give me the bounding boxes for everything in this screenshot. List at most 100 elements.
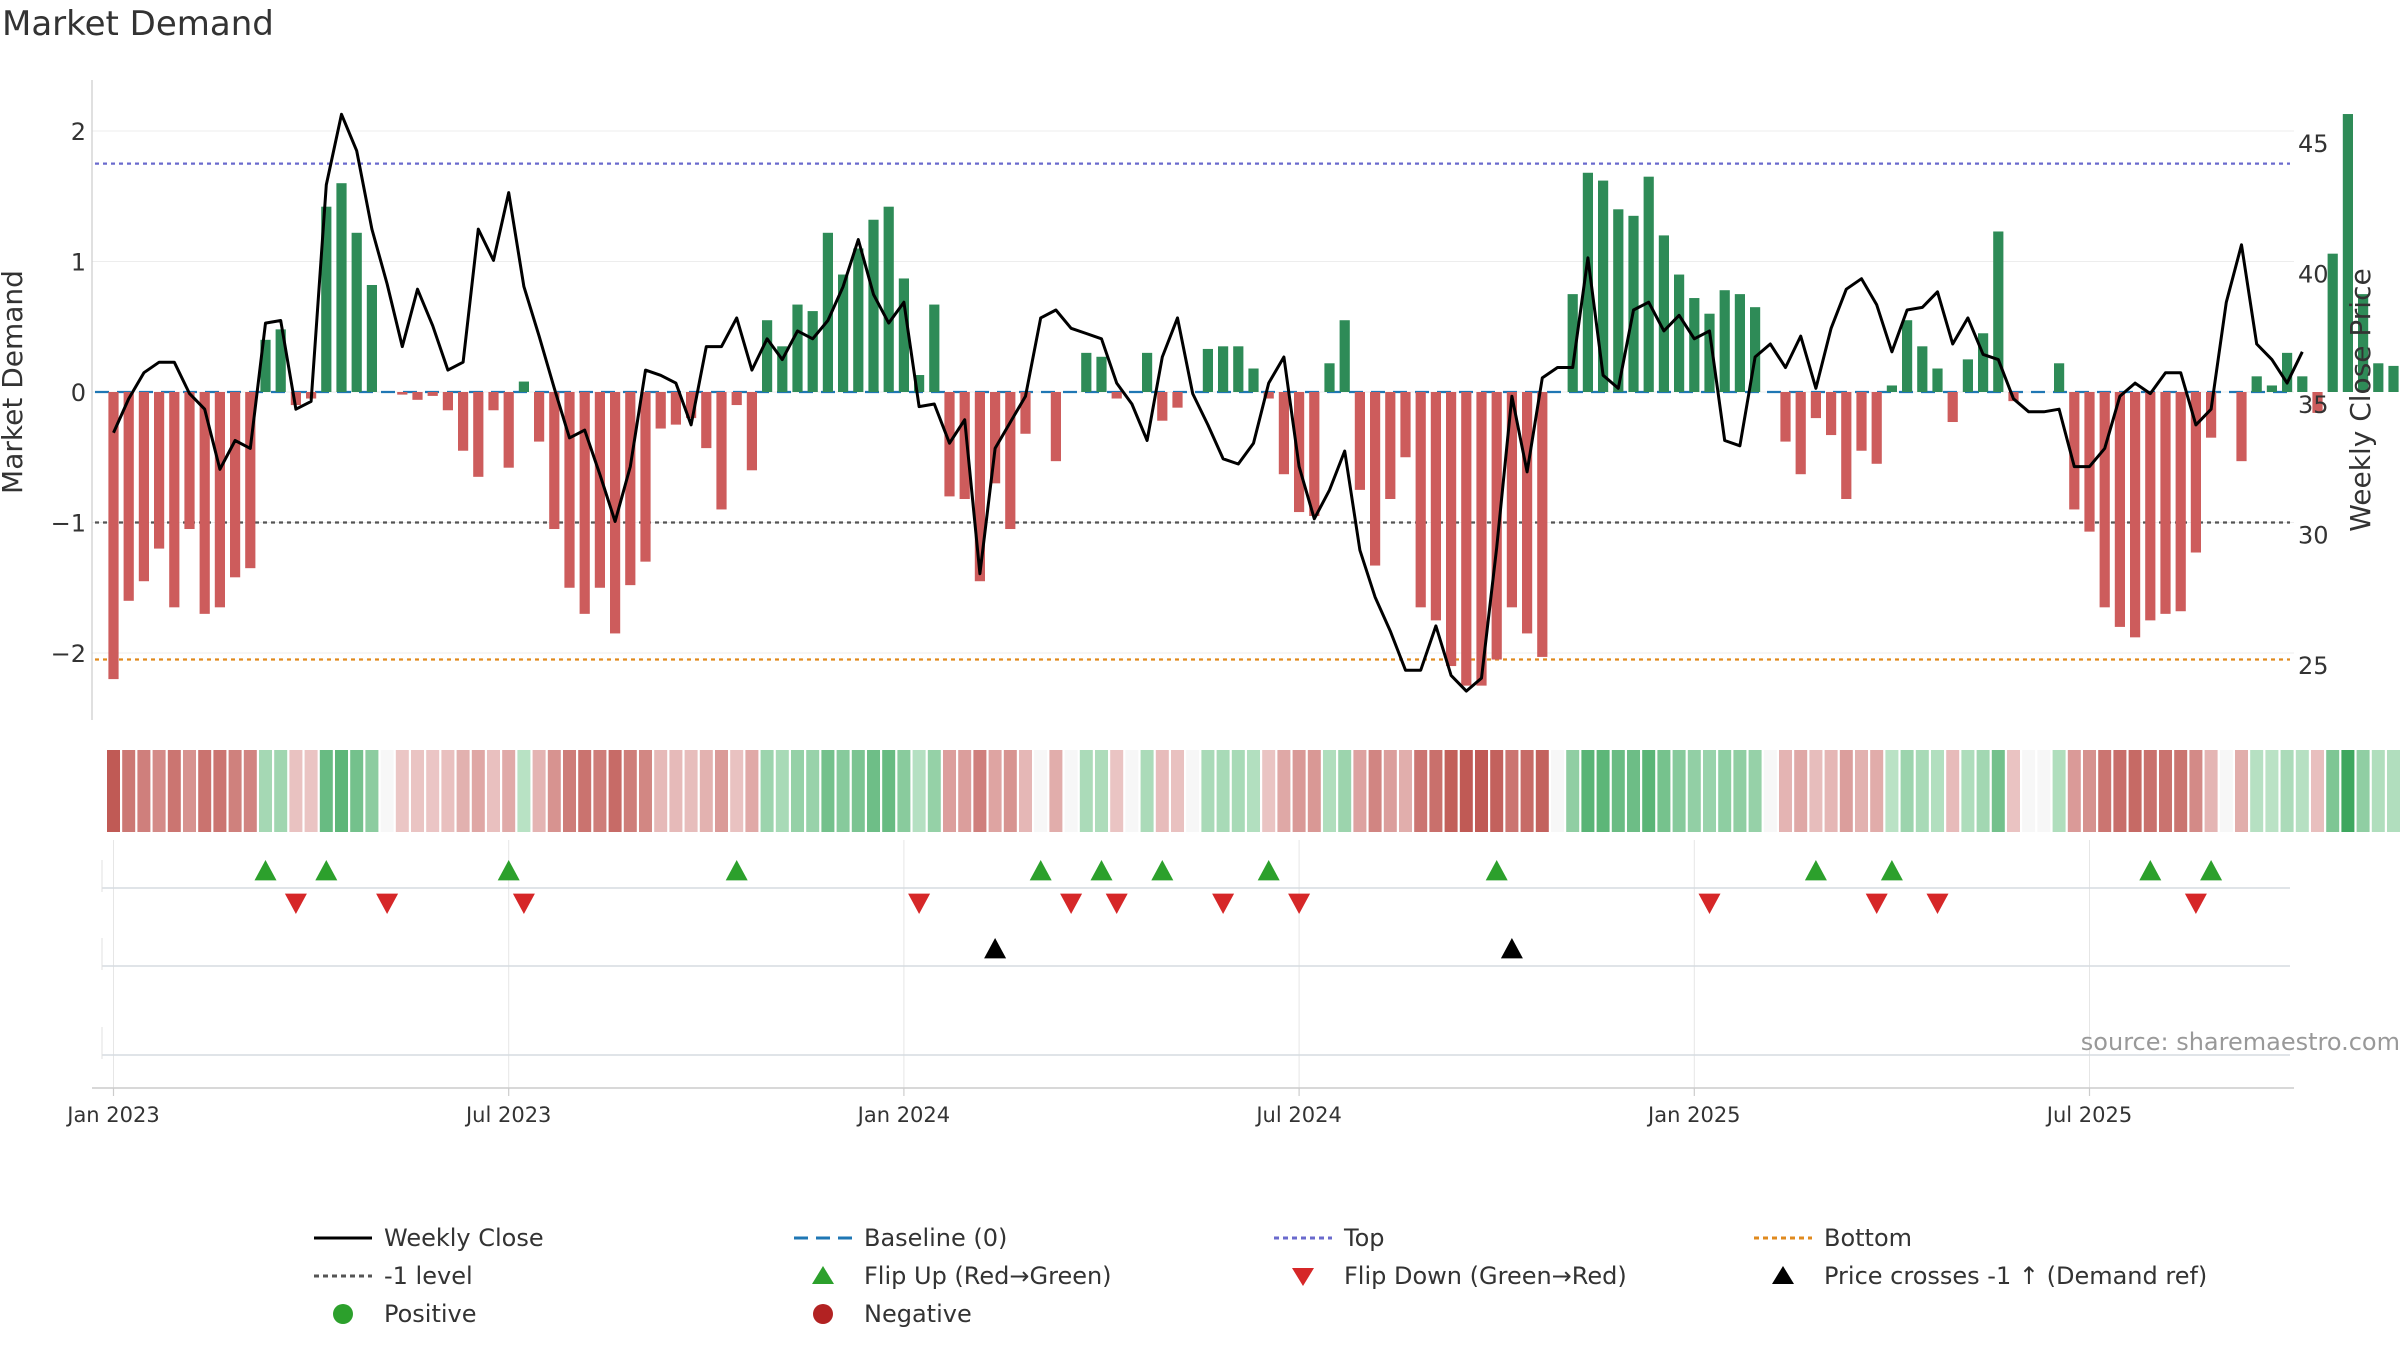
legend-item-price-cross: Price crosses -1 ↑ (Demand ref) xyxy=(1752,1258,2207,1294)
chart-title: Market Demand xyxy=(2,4,274,44)
heat-cell xyxy=(2128,750,2142,832)
heat-cell xyxy=(1794,750,1808,832)
demand-bar xyxy=(2358,294,2369,392)
heat-cell xyxy=(1748,750,1762,832)
legend-item-negative: Negative xyxy=(792,1296,972,1332)
heat-cell xyxy=(2265,750,2279,832)
heat-cell xyxy=(988,750,1002,832)
heat-cell xyxy=(152,750,166,832)
demand-bar xyxy=(990,392,1001,484)
heat-cell xyxy=(1307,750,1321,832)
demand-bar xyxy=(1932,368,1943,392)
demand-bar xyxy=(1856,392,1867,451)
heat-cell xyxy=(395,750,409,832)
demand-bar xyxy=(1415,392,1426,608)
heat-cell xyxy=(1186,750,1200,832)
demand-bar xyxy=(1567,294,1578,392)
heat-cell xyxy=(867,750,880,832)
heat-cell xyxy=(1505,750,1519,832)
heat-cell xyxy=(2022,750,2036,832)
heat-cell xyxy=(2250,750,2264,832)
heat-cell xyxy=(1885,750,1899,832)
heat-cell xyxy=(1976,750,1990,832)
demand-bar xyxy=(2130,392,2141,638)
demand-bar xyxy=(2251,376,2262,392)
demand-bar xyxy=(336,183,347,392)
heat-cell xyxy=(1368,750,1382,832)
heat-cell xyxy=(639,750,652,832)
demand-bar xyxy=(2175,392,2186,612)
y-tick-label: −2 xyxy=(51,640,86,668)
demand-bar xyxy=(1658,235,1669,392)
demand-bar xyxy=(1886,385,1897,392)
heat-cell xyxy=(1019,750,1032,832)
demand-bar xyxy=(1582,172,1593,392)
heat-cell xyxy=(1444,750,1458,832)
heat-cell xyxy=(1414,750,1428,832)
demand-bar xyxy=(138,392,149,582)
flip-down-marker xyxy=(1288,893,1311,914)
demand-bar xyxy=(2054,363,2065,392)
demand-bar xyxy=(488,392,499,411)
demand-bar xyxy=(1780,392,1791,442)
demand-bar xyxy=(260,339,271,392)
heat-cell xyxy=(532,750,546,832)
demand-bar xyxy=(1871,392,1882,464)
demand-bar xyxy=(929,304,940,392)
heat-cell xyxy=(243,750,257,832)
flip-down-marker xyxy=(1698,893,1721,914)
flip-up-marker xyxy=(254,860,277,881)
legend-item-weekly-close: Weekly Close xyxy=(312,1220,544,1256)
heat-cell xyxy=(547,750,561,832)
heat-cell xyxy=(1855,750,1868,832)
flip-down-marker xyxy=(1212,893,1235,914)
heat-cell xyxy=(1870,750,1884,832)
heat-cell xyxy=(1809,750,1823,832)
heat-cell xyxy=(1627,750,1640,832)
demand-bar xyxy=(1734,294,1745,392)
demand-bar xyxy=(154,392,165,549)
demand-bar xyxy=(1491,392,1502,660)
flip-down-marker xyxy=(1926,893,1949,914)
heat-cell xyxy=(2326,750,2340,832)
heat-cell xyxy=(2219,750,2233,832)
demand-bar xyxy=(473,392,484,477)
heat-cell xyxy=(821,750,835,832)
heat-cell xyxy=(137,750,151,832)
demand-bar xyxy=(1628,215,1639,392)
demand-bar xyxy=(1795,392,1806,475)
demand-bar xyxy=(731,392,742,406)
heat-cell xyxy=(426,750,440,832)
heat-cell xyxy=(1079,750,1093,832)
flip-up-marker xyxy=(315,860,338,881)
demand-bar xyxy=(762,320,773,392)
demand-bar xyxy=(184,392,195,530)
demand-bar xyxy=(214,392,225,608)
heat-cell xyxy=(304,750,318,832)
heat-cell xyxy=(319,750,333,832)
demand-bar xyxy=(746,392,757,471)
heat-cell xyxy=(745,750,759,832)
y2-tick-label: 30 xyxy=(2298,522,2329,550)
demand-bar xyxy=(1476,392,1487,686)
demand-bar xyxy=(959,392,970,500)
heat-cell xyxy=(2174,750,2188,832)
legend-label: Positive xyxy=(384,1300,477,1328)
demand-bar xyxy=(686,392,697,419)
y-tick-label: −1 xyxy=(51,510,86,538)
demand-bar xyxy=(2114,392,2125,627)
heat-cell xyxy=(654,750,668,832)
heat-cell xyxy=(2113,750,2127,832)
demand-bar xyxy=(1202,348,1213,392)
demand-bar xyxy=(716,392,727,510)
heat-cell xyxy=(1262,750,1276,832)
demand-bar xyxy=(458,392,469,451)
heat-cell xyxy=(715,750,728,832)
heat-cell xyxy=(1490,750,1504,832)
demand-bar xyxy=(1461,392,1472,686)
heat-cell xyxy=(2067,750,2081,832)
heat-cell xyxy=(1535,750,1549,832)
y-tick-label: 1 xyxy=(71,249,86,277)
heat-cell xyxy=(1551,750,1564,832)
heat-cell xyxy=(1991,750,2005,832)
